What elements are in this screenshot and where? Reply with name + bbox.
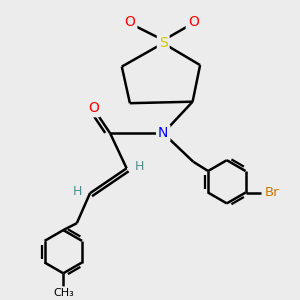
Text: S: S bbox=[159, 36, 168, 50]
Text: O: O bbox=[88, 101, 99, 115]
Text: H: H bbox=[73, 185, 82, 198]
Text: N: N bbox=[158, 126, 168, 140]
Text: O: O bbox=[124, 15, 135, 28]
Text: H: H bbox=[134, 160, 144, 173]
Text: Br: Br bbox=[264, 186, 279, 199]
Text: CH₃: CH₃ bbox=[53, 288, 74, 298]
Text: O: O bbox=[188, 15, 199, 28]
